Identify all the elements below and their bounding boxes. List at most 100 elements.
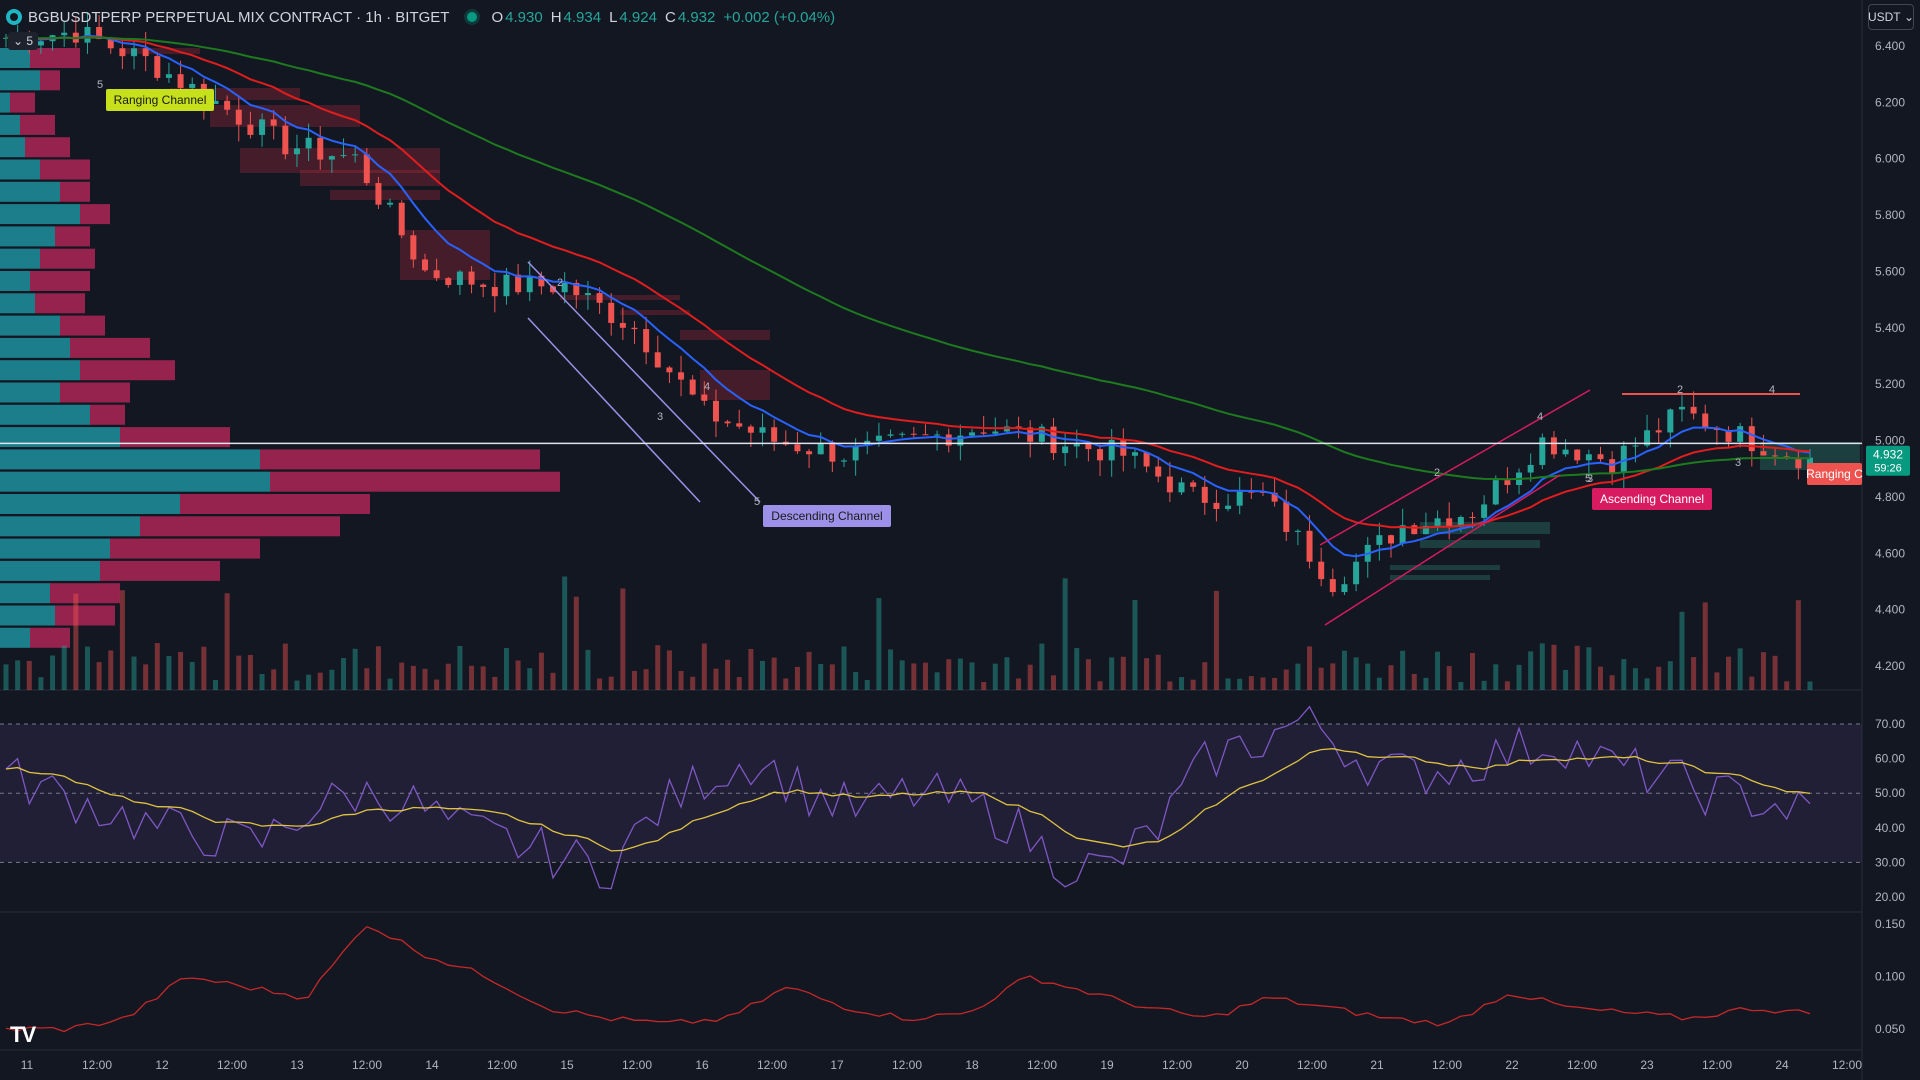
volume-profile-down-bar <box>55 605 115 626</box>
candle-body <box>1213 502 1220 509</box>
volume-bar <box>294 680 300 690</box>
volume-bar <box>224 593 230 690</box>
candle-body <box>96 26 103 40</box>
volume-bar <box>1050 675 1056 690</box>
volume-bar <box>189 661 195 690</box>
volume-bar <box>853 672 859 690</box>
last-price-value: 4.932 <box>1873 448 1903 462</box>
candle-body <box>1155 466 1162 477</box>
candle-body <box>724 421 731 424</box>
candle-body <box>165 74 172 78</box>
ascending-channel-label: Ascending Channel <box>1600 492 1704 506</box>
volume-bar <box>212 679 218 690</box>
volume-profile-down-bar <box>120 427 230 448</box>
volume-profile-down-bar <box>60 315 105 336</box>
time-axis-tick: 12:00 <box>1027 1058 1057 1072</box>
candle-body <box>945 434 952 446</box>
candle-body <box>771 427 778 442</box>
time-axis-tick: 12:00 <box>217 1058 247 1072</box>
volume-bar <box>1272 677 1278 690</box>
volume-bar <box>631 670 637 690</box>
candle-body <box>875 435 882 441</box>
candle-body <box>270 119 277 126</box>
rsi-axis-tick: 30.00 <box>1875 855 1905 869</box>
volume-bar <box>1504 681 1510 690</box>
candle-body <box>1702 413 1709 428</box>
volume-profile-down-bar <box>110 538 260 559</box>
candle-body <box>212 100 219 104</box>
candle-body <box>584 293 591 296</box>
currency-select[interactable]: USDT ⌄ <box>1868 4 1914 30</box>
time-axis-tick: 20 <box>1235 1058 1249 1072</box>
volume-bar <box>969 662 975 690</box>
volume-profile-up-bar <box>0 226 55 247</box>
volume-profile-up-bar <box>0 560 100 581</box>
time-axis-tick: 12 <box>155 1058 169 1072</box>
volume-bar <box>26 660 32 690</box>
volume-bar <box>1353 657 1359 690</box>
candle-body <box>608 302 615 323</box>
candle-body <box>899 433 906 435</box>
candle-body <box>1271 492 1278 502</box>
volume-bar <box>236 655 242 690</box>
volume-profile-up-bar <box>0 494 180 514</box>
candle-body <box>666 367 673 373</box>
volume-bar <box>1155 654 1161 690</box>
volume-bar <box>597 678 603 690</box>
volume-profile-up-bar <box>0 315 60 336</box>
volume-bar <box>1726 656 1732 690</box>
volume-bar <box>480 666 486 690</box>
volume-profile-down-bar <box>30 627 70 648</box>
candle-body <box>701 394 708 401</box>
candle-body <box>794 444 801 452</box>
demand-zone <box>1420 540 1540 548</box>
volume-bar <box>515 660 521 690</box>
volume-bar <box>1679 611 1685 690</box>
descending-channel-line <box>527 261 761 503</box>
collapse-indicators-button[interactable]: ⌄ 5 <box>8 32 38 50</box>
wave-label: 4 <box>1537 411 1543 423</box>
candle-body <box>747 426 754 433</box>
volume-bar <box>829 664 835 690</box>
volume-bar <box>1260 677 1266 690</box>
volume-bar <box>1062 578 1068 690</box>
wave-label: 5 <box>97 79 103 91</box>
volume-bar <box>1202 662 1208 690</box>
time-axis-tick: 12:00 <box>1832 1058 1862 1072</box>
volume-bar <box>259 673 265 690</box>
candle-body <box>1294 530 1301 532</box>
volume-bar <box>73 593 79 690</box>
volume-bar <box>1097 681 1103 690</box>
price-axis-tick: 6.200 <box>1875 95 1905 109</box>
volume-bar <box>527 668 533 690</box>
volume-profile-up-bar <box>0 538 110 559</box>
rsi-axis-tick: 70.00 <box>1875 717 1905 731</box>
volume-bar <box>760 660 766 690</box>
time-axis-tick: 12:00 <box>892 1058 922 1072</box>
volume-bar <box>1435 651 1441 690</box>
change-value: +0.002 (+0.04%) <box>723 8 836 26</box>
volume-bar <box>1469 653 1475 690</box>
time-axis-tick: 16 <box>695 1058 709 1072</box>
candle-body <box>224 100 231 110</box>
volume-bar <box>1167 681 1173 690</box>
last-price-tag <box>1866 445 1910 476</box>
candle-body <box>1737 426 1744 442</box>
volume-profile-up-bar <box>0 204 80 225</box>
collapse-count: 5 <box>26 34 34 48</box>
time-axis-tick: 12:00 <box>352 1058 382 1072</box>
time-axis-tick: 18 <box>965 1058 979 1072</box>
volume-bar <box>1400 650 1406 690</box>
price-axis-tick: 6.000 <box>1875 152 1905 166</box>
candle-body <box>1388 535 1395 544</box>
supply-zone <box>120 48 200 54</box>
candle-body <box>829 443 836 462</box>
volume-bar <box>725 659 731 690</box>
volume-profile-down-bar <box>270 471 560 492</box>
candle-body <box>340 155 347 157</box>
volume-bar <box>282 643 288 690</box>
volume-bar <box>50 655 56 690</box>
time-axis-tick: 12:00 <box>1567 1058 1597 1072</box>
symbol-title[interactable]: BGBUSDTPERP PERPETUAL MIX CONTRACT · 1h … <box>28 8 450 26</box>
